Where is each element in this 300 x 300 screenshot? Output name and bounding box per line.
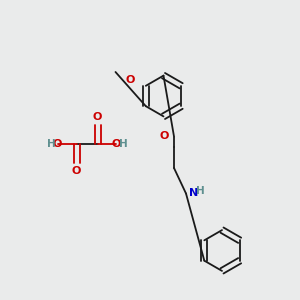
Text: O: O xyxy=(53,139,62,149)
Text: O: O xyxy=(93,112,102,122)
Text: O: O xyxy=(112,139,121,149)
Text: O: O xyxy=(72,167,81,176)
Text: H: H xyxy=(118,139,127,149)
Text: O: O xyxy=(126,76,135,85)
Text: N: N xyxy=(189,188,198,198)
Text: H: H xyxy=(46,139,56,149)
Text: O: O xyxy=(160,131,169,141)
Text: H: H xyxy=(196,185,205,196)
